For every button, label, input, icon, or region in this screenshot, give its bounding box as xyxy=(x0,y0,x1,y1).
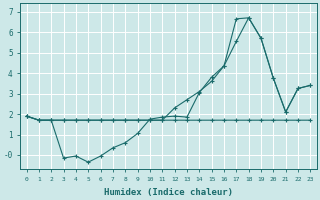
X-axis label: Humidex (Indice chaleur): Humidex (Indice chaleur) xyxy=(104,188,233,197)
